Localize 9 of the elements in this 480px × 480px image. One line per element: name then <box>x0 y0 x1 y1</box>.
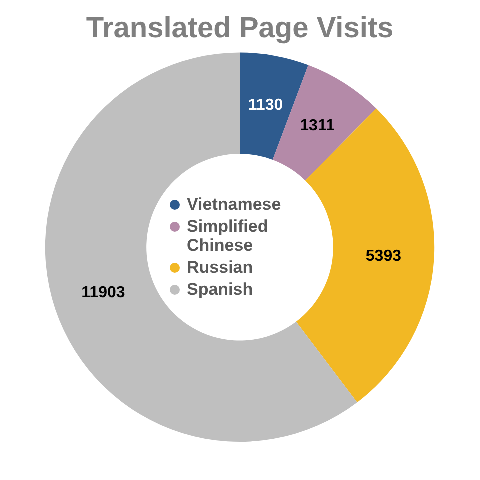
data-label: 11903 <box>82 284 126 302</box>
legend-label: Simplified Chinese <box>187 217 270 256</box>
data-label: 1130 <box>248 97 284 114</box>
data-label: 1311 <box>300 117 335 134</box>
data-label: 5393 <box>366 248 402 266</box>
legend-label: Vietnamese <box>187 195 282 214</box>
chart-title: Translated Page Visits <box>86 12 394 44</box>
legend-label: Spanish <box>187 280 254 300</box>
legend-label: Russian <box>187 258 254 278</box>
